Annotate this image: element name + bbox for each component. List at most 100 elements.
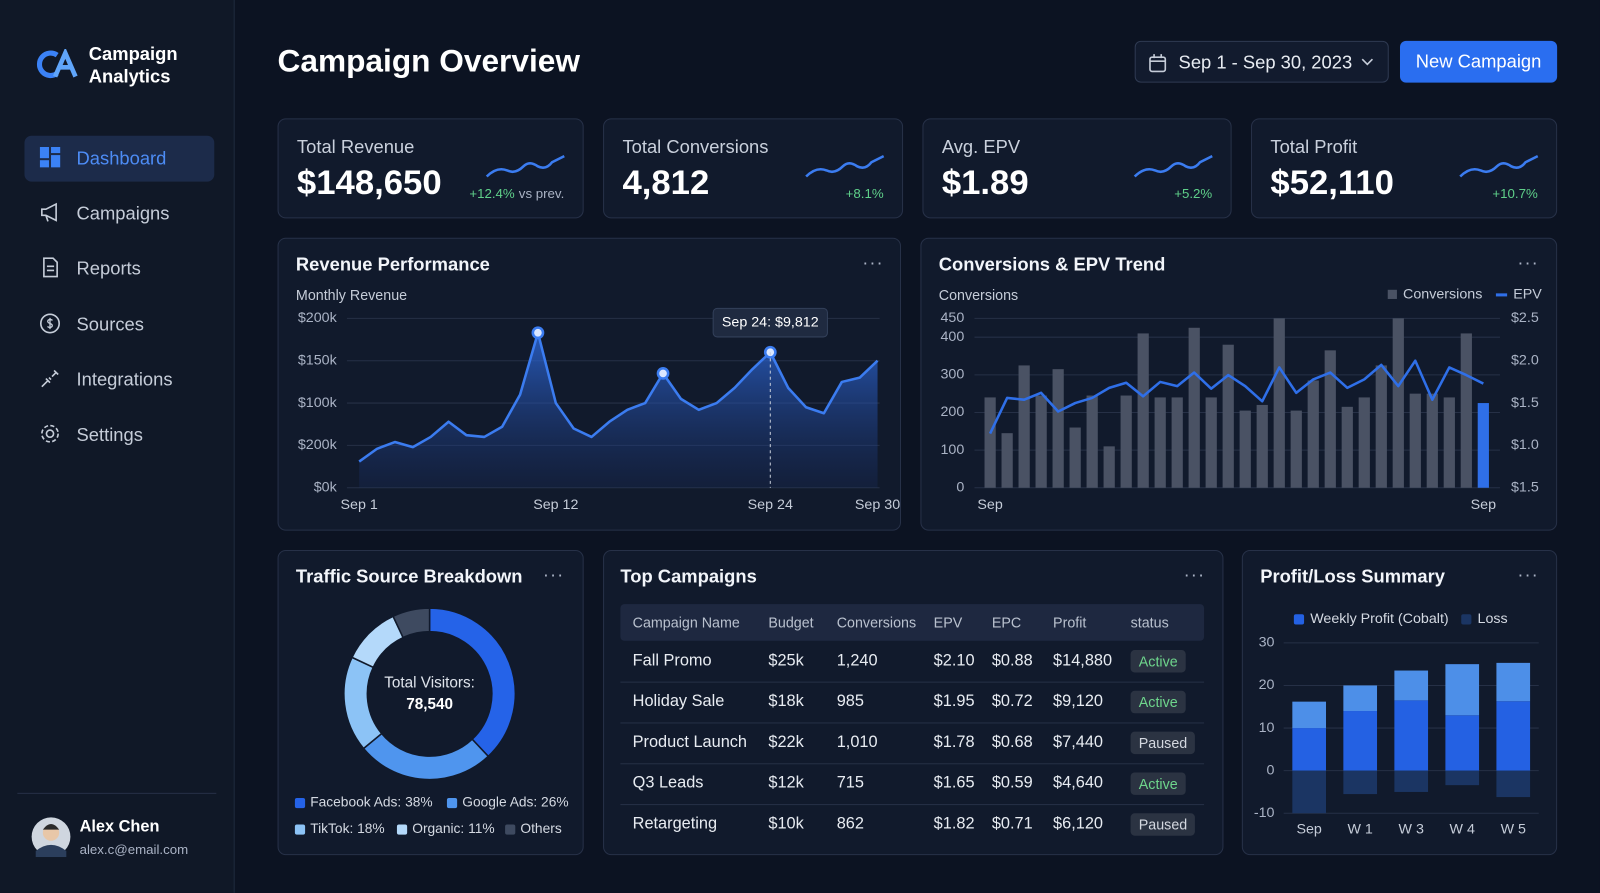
- user-email: alex.c@email.com: [79, 841, 189, 858]
- nav-item[interactable]: Reports: [24, 246, 214, 292]
- kpi-card: Total Profit $52,110 +10.7%: [1251, 118, 1558, 219]
- nav-label: Sources: [76, 313, 144, 335]
- y-tick-label: $200k: [298, 310, 338, 326]
- table-cell: $0.72: [991, 692, 1033, 711]
- column-header: EPC: [991, 614, 1022, 631]
- nav-icon: [41, 202, 57, 222]
- point-marker: [531, 326, 545, 340]
- bar: [1103, 446, 1115, 488]
- page-title: Campaign Overview: [277, 42, 580, 79]
- kpi-label: Total Revenue: [296, 136, 415, 158]
- donut-slice: [343, 656, 383, 750]
- bar: [1018, 365, 1030, 488]
- bar: [984, 397, 996, 488]
- point-marker: [763, 345, 777, 359]
- kpi-value: $1.89: [941, 163, 1029, 203]
- nav-label: Campaigns: [76, 203, 170, 224]
- bar: [1290, 410, 1302, 488]
- card-title: Revenue Performance: [295, 254, 490, 275]
- sparkline: [1459, 154, 1539, 178]
- axis-label: Conversions: [938, 286, 1019, 304]
- center-label: Total Visitors:: [384, 675, 475, 692]
- kpi-change: +12.4% vs prev.: [469, 186, 564, 201]
- menu[interactable]: ···: [1517, 252, 1539, 273]
- bar-segment: [1496, 701, 1531, 771]
- table-cell: $0.71: [991, 815, 1033, 833]
- legend-label: EPV: [1513, 287, 1542, 303]
- bar: [1188, 327, 1200, 488]
- kpi-note: vs prev.: [518, 185, 565, 202]
- bar: [1256, 404, 1268, 488]
- card-title: Top Campaigns: [620, 566, 757, 587]
- table-cell: $7,440: [1053, 733, 1103, 752]
- menu[interactable]: ···: [542, 564, 565, 585]
- menu[interactable]: ···: [1183, 564, 1206, 585]
- nav-item[interactable]: Dashboard: [24, 135, 215, 182]
- bar-segment: [1445, 664, 1480, 716]
- nav-label: Reports: [76, 258, 141, 279]
- bar: [1069, 427, 1081, 488]
- sparkline: [1133, 154, 1213, 178]
- calendar-icon: [1149, 54, 1167, 73]
- bar: [1273, 318, 1285, 488]
- table-cell: $2.10: [933, 652, 975, 670]
- x-tick-label: Sep: [1471, 497, 1496, 513]
- nav-icon: [41, 369, 59, 388]
- bar-segment: [1394, 770, 1429, 792]
- y-tick-label: 100: [940, 442, 964, 458]
- bar-segment: [1292, 728, 1327, 771]
- kpi-label: Total Profit: [1270, 136, 1358, 158]
- donut-slice: [392, 607, 431, 639]
- legend-label: Google Ads: 26%: [462, 795, 568, 810]
- x-tick-label: Sep 30: [855, 497, 900, 513]
- table-cell: $10k: [768, 815, 804, 833]
- donut-slice: [362, 732, 490, 781]
- bar: [1392, 318, 1404, 488]
- table-cell: $0.59: [991, 774, 1033, 792]
- x-tick-label: Sep 24: [748, 497, 793, 513]
- y-tick-label: 0: [1267, 762, 1275, 778]
- menu[interactable]: ···: [1517, 564, 1539, 585]
- nav-item[interactable]: Settings: [24, 412, 214, 458]
- brand-line: Campaign: [88, 43, 178, 65]
- y-tick-label: $100k: [298, 395, 338, 411]
- column-header: status: [1130, 614, 1169, 631]
- legend-label: Conversions: [1403, 287, 1482, 303]
- card-title: Conversions & EPV Trend: [938, 254, 1166, 275]
- table-cell: Holiday Sale: [632, 692, 725, 711]
- nav-item[interactable]: Integrations: [24, 357, 214, 403]
- nav-icon: [41, 424, 59, 443]
- status-badge: Paused: [1130, 731, 1196, 755]
- column-header: EPV: [933, 614, 963, 631]
- logo: [36, 48, 78, 78]
- menu[interactable]: ···: [862, 252, 884, 273]
- nav-label: Dashboard: [76, 147, 167, 169]
- bar: [1460, 333, 1472, 488]
- legend-swatch: [396, 824, 408, 835]
- bar-segment: [1343, 711, 1378, 771]
- nav-icon: [39, 313, 60, 334]
- kpi-label: Avg. EPV: [941, 136, 1021, 158]
- bar-segment: [1292, 770, 1327, 814]
- donut-slice: [351, 615, 405, 669]
- nav-item[interactable]: Campaigns: [24, 191, 214, 237]
- x-tick-label: Sep: [977, 497, 1002, 513]
- new-campaign-button[interactable]: New Campaign: [1399, 40, 1558, 83]
- table-header: [620, 604, 1205, 641]
- legend-swatch: [294, 797, 306, 809]
- point-marker: [656, 367, 670, 380]
- y-tick-label: 10: [1259, 720, 1275, 736]
- table-cell: $18k: [768, 692, 804, 711]
- date-picker[interactable]: Sep 1 - Sep 30, 2023: [1134, 40, 1389, 83]
- table-cell: $12k: [768, 774, 804, 792]
- bar: [1307, 380, 1319, 488]
- x-tick-label: W 4: [1450, 821, 1475, 837]
- table-cell: 1,010: [836, 733, 878, 752]
- bar: [1205, 397, 1217, 488]
- y-tick-label: 0: [956, 480, 964, 496]
- tooltip-text: Sep 24: $9,812: [722, 314, 819, 330]
- table-cell: $1.65: [933, 774, 975, 792]
- table-cell: $1.95: [933, 692, 975, 711]
- bar-segment: [1343, 685, 1378, 712]
- nav-item[interactable]: Sources: [24, 302, 214, 348]
